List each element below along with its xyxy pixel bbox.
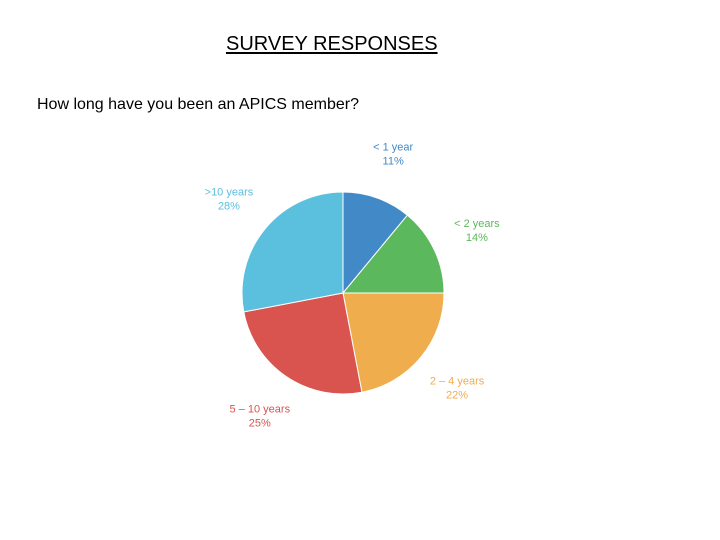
pie-slices xyxy=(241,191,445,395)
slice-value-0: 11% xyxy=(383,156,404,168)
slide-title: SURVEY RESPONSES xyxy=(226,33,438,55)
pie-labels: < 1 year 11% < 2 years 14% 2 – 4 years 22% 5 –… xyxy=(205,142,501,430)
pie-slice-3 xyxy=(243,292,363,395)
pie-slice-4 xyxy=(241,191,344,313)
slice-label-2: 2 – 4 years xyxy=(430,375,485,387)
survey-question: How long have you been an APICS member? xyxy=(37,96,359,113)
slice-value-3: 25% xyxy=(249,417,271,429)
slice-label-1: < 2 years xyxy=(454,218,500,230)
pie-slice-2 xyxy=(342,292,445,393)
slice-value-2: 22% xyxy=(446,389,468,401)
pie-slice-0 xyxy=(342,191,409,295)
slice-label-3: 5 – 10 years xyxy=(230,403,291,415)
slice-label-4: >10 years xyxy=(205,187,254,199)
pie-slice-1 xyxy=(341,214,445,294)
slice-value-4: 28% xyxy=(218,201,240,213)
slice-value-1: 14% xyxy=(466,232,488,244)
slice-label-0: < 1 year xyxy=(373,142,413,154)
